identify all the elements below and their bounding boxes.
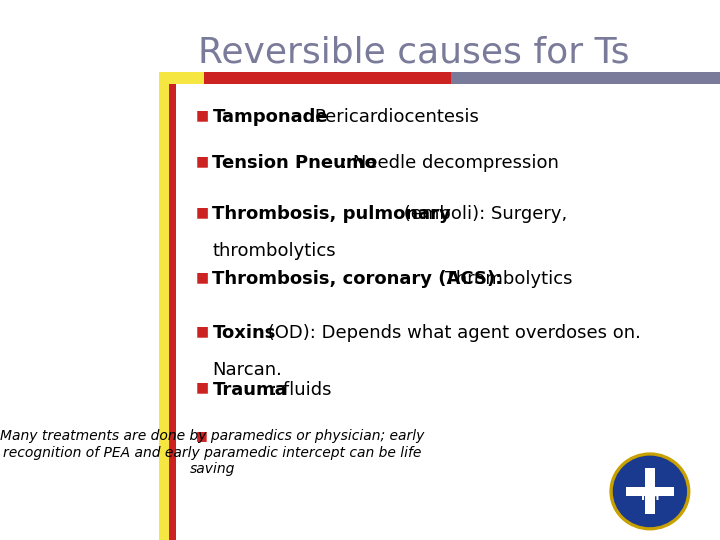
Text: Thrombolytics: Thrombolytics <box>438 270 572 288</box>
Text: NH: NH <box>641 492 659 502</box>
Text: Thrombosis, coronary (ACS):: Thrombosis, coronary (ACS): <box>212 270 503 288</box>
Text: : fluids: : fluids <box>271 381 331 399</box>
Bar <box>204 72 451 84</box>
Bar <box>169 84 176 540</box>
Text: Narcan.: Narcan. <box>212 361 282 379</box>
Bar <box>159 72 204 84</box>
Text: ■: ■ <box>196 381 209 395</box>
Text: ■: ■ <box>196 205 209 219</box>
Text: Many treatments are done by paramedics or physician; early
recognition of PEA an: Many treatments are done by paramedics o… <box>0 429 425 476</box>
FancyBboxPatch shape <box>645 468 655 514</box>
Text: Reversible causes for Ts: Reversible causes for Ts <box>199 35 630 69</box>
Text: Tamponade: Tamponade <box>212 108 328 126</box>
Text: ■: ■ <box>196 108 209 122</box>
Circle shape <box>610 453 690 530</box>
Text: : Needle decompression: : Needle decompression <box>341 154 559 172</box>
Bar <box>159 84 169 540</box>
Circle shape <box>613 456 686 526</box>
Text: (OD): Depends what agent overdoses on.: (OD): Depends what agent overdoses on. <box>262 324 641 342</box>
Text: thrombolytics: thrombolytics <box>212 242 336 260</box>
Bar <box>451 72 720 84</box>
Text: Trauma: Trauma <box>212 381 287 399</box>
Text: Toxins: Toxins <box>212 324 276 342</box>
Text: ■: ■ <box>196 324 209 338</box>
Text: (emboli): Surgery,: (emboli): Surgery, <box>398 205 567 223</box>
Text: : Pericardiocentesis: : Pericardiocentesis <box>302 108 478 126</box>
Text: Thrombosis, pulmonary: Thrombosis, pulmonary <box>212 205 451 223</box>
Text: ■: ■ <box>196 154 209 168</box>
FancyBboxPatch shape <box>626 487 674 496</box>
Text: ■: ■ <box>196 270 209 284</box>
Text: Tension Pneumo: Tension Pneumo <box>212 154 377 172</box>
Text: ■: ■ <box>196 429 207 442</box>
